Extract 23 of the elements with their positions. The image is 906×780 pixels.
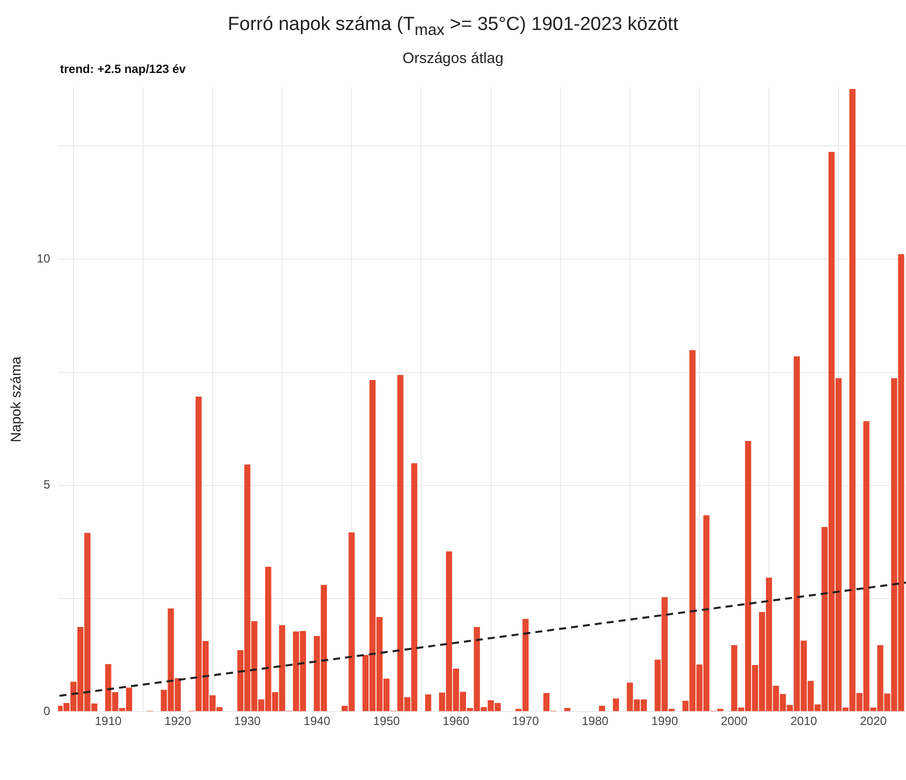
x-tick-label: 1990 (651, 714, 678, 728)
y-tick-label: 5 (43, 478, 50, 492)
bar (564, 708, 570, 712)
y-axis-title: Napok száma (7, 356, 24, 442)
x-tick-label: 1950 (373, 714, 400, 728)
x-tick-label: 2000 (720, 714, 748, 728)
x-tick-label: 1970 (512, 714, 540, 728)
x-tick-label: 1920 (164, 714, 192, 728)
y-tick-label: 10 (36, 251, 50, 266)
x-tick-label: 2010 (790, 714, 818, 728)
y-tick-label: 0 (43, 704, 50, 718)
x-tick-label: 1980 (582, 714, 609, 728)
bar (612, 698, 620, 712)
chart-subtitle: Országos átlag (402, 50, 504, 67)
bar (598, 706, 606, 712)
bar (425, 694, 432, 712)
chart-title: Forró napok száma (T$_{max}$ >= 35°C) 1901-2023 között (226, 14, 680, 40)
x-tick-label: 1940 (304, 714, 331, 728)
x-tick-label: 1910 (94, 714, 122, 728)
x-tick-label: 2020 (860, 714, 887, 728)
text: trend: +2.5 nap/123 év (60, 62, 186, 76)
x-tick-label: 1960 (442, 714, 470, 728)
x-tick-label: 1930 (234, 714, 261, 728)
